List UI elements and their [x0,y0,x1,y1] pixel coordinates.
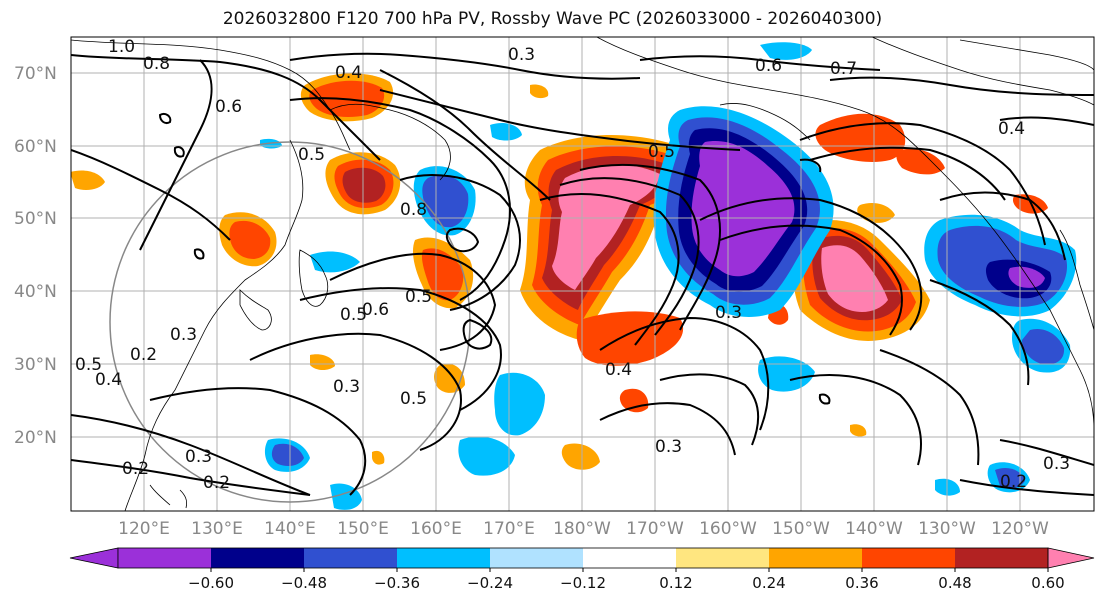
colorbar-max-extension [1047,547,1095,569]
lon-label: 150°E [337,519,389,539]
contour-label: 0.4 [998,119,1025,139]
contour-labels: 1.0 0.8 0.6 0.4 0.3 0.6 0.7 0.4 0.5 0.5 … [75,37,1070,493]
contour-label: 0.2 [203,473,230,493]
colorbar: −0.60 −0.48 −0.36 −0.24 −0.12 0.12 0.24 0.36 0.4… [69,547,1095,592]
contour-label: 0.5 [400,389,427,409]
colorbar-tick-label: 0.36 [845,574,878,592]
lat-label: 60°N [14,137,57,157]
colorbar-tick-label: −0.36 [374,574,420,592]
map-plot-area: 1.0 0.8 0.6 0.4 0.3 0.6 0.7 0.4 0.5 0.5 … [71,37,1094,511]
contour-label: 0.7 [830,59,857,79]
contour-label: 0.8 [143,54,170,74]
contour-label: 0.3 [185,447,212,467]
contour-label: 0.3 [1043,454,1070,474]
colorbar-segment [676,548,770,568]
colorbar-tick-label: −0.24 [467,574,513,592]
contour-label: 0.2 [1000,472,1027,492]
map-frame [70,36,1095,512]
longitude-labels: 120°E 130°E 140°E 150°E 160°E 170°E 180°… [118,519,1049,539]
colorbar-segment [583,548,677,568]
latitude-labels: 70°N 60°N 50°N 40°N 30°N 20°N [14,64,57,448]
colorbar-segment [862,548,956,568]
contour-label: 0.5 [405,287,432,307]
contour-label: 0.6 [215,97,242,117]
contour-label: 0.5 [75,355,102,375]
colorbar-tick-label: −0.60 [188,574,234,592]
map-title: 2026032800 F120 700 hPa PV, Rossby Wave … [222,9,883,29]
lon-label: 180°W [553,519,611,539]
contour-label: 0.8 [400,200,427,220]
contour-label: 0.3 [655,437,682,457]
colorbar-segment [769,548,863,568]
colorbar-segment [118,548,212,568]
contour-label: 0.5 [340,305,367,325]
colorbar-tick-label: 0.24 [752,574,785,592]
lon-label: 160°W [699,519,757,539]
contour-label: 0.4 [605,360,632,380]
lat-label: 30°N [14,355,57,375]
lon-label: 140°W [845,519,903,539]
lat-label: 40°N [14,282,57,302]
lon-label: 140°E [264,519,316,539]
colorbar-segment [490,548,584,568]
contour-label: 0.2 [122,459,149,479]
contour-label: 0.3 [333,377,360,397]
colorbar-tick-label: 0.12 [659,574,692,592]
contour-label: 0.5 [298,145,325,165]
contour-label: 0.6 [755,56,782,76]
colorbar-segment [211,548,305,568]
colorbar-segment [397,548,491,568]
coastlines [71,37,1094,511]
colorbar-segment [955,548,1049,568]
contour-label: 0.3 [715,303,742,323]
contour-label: 0.4 [335,63,362,83]
lon-label: 130°E [191,519,243,539]
contour-label: 0.2 [130,345,157,365]
colorbar-min-extension [69,547,119,569]
lon-label: 130°W [918,519,976,539]
lon-label: 160°E [410,519,462,539]
reference-circle [109,141,471,503]
pv-contours [71,52,1094,496]
lat-label: 70°N [14,64,57,84]
colorbar-tick-label: −0.12 [560,574,606,592]
lon-label: 170°E [483,519,535,539]
lat-label: 20°N [14,428,57,448]
contour-label: 1.0 [108,37,135,57]
colorbar-segment [304,548,398,568]
contour-label: 0.4 [95,370,122,390]
contour-label: 0.5 [648,142,675,162]
colorbar-tick-label: 0.48 [938,574,971,592]
contour-label: 0.3 [508,45,535,65]
lon-label: 150°W [772,519,830,539]
contour-label: 0.3 [170,325,197,345]
lon-label: 120°E [118,519,170,539]
lon-label: 120°W [991,519,1049,539]
lat-label: 50°N [14,209,57,229]
colorbar-tick-label: −0.48 [281,574,327,592]
colorbar-tick-label: 0.60 [1031,574,1064,592]
lon-label: 170°W [626,519,684,539]
contour-label: 0.6 [362,300,389,320]
